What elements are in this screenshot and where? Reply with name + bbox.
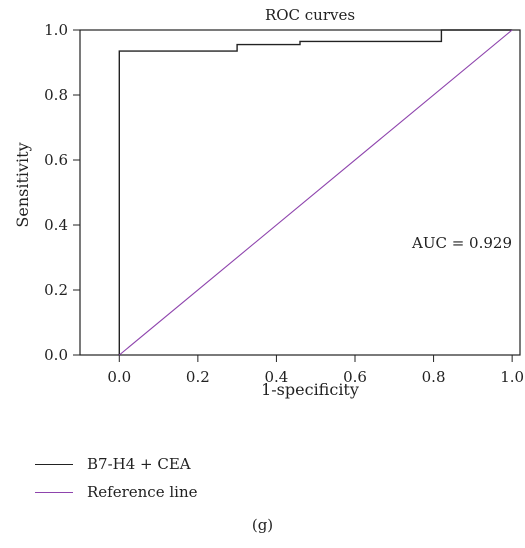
- legend-item-series-1: B7-H4 + CEA: [35, 450, 198, 478]
- y-tick-label: 1.0: [44, 21, 68, 39]
- x-tick-label: 0.8: [422, 368, 446, 386]
- legend-swatch-series-2: [35, 491, 73, 493]
- y-tick-label: 0.0: [44, 346, 68, 364]
- x-tick-label: 0.0: [107, 368, 131, 386]
- y-tick-label: 0.2: [44, 281, 68, 299]
- reference-line: [118, 29, 513, 356]
- y-tick-label: 0.4: [44, 216, 68, 234]
- roc-curve-line: [118, 29, 513, 355]
- auc-annotation: AUC = 0.929: [411, 234, 512, 252]
- y-axis-title: Sensitivity: [13, 142, 32, 227]
- x-tick-label: 1.0: [500, 368, 524, 386]
- legend-item-series-2: Reference line: [35, 478, 198, 506]
- y-tick-label: 0.6: [44, 151, 68, 169]
- y-tick-label: 0.8: [44, 86, 68, 104]
- plot-border: [79, 29, 521, 356]
- x-tick-label: 0.2: [186, 368, 210, 386]
- x-axis-title: 1-specificity: [261, 380, 359, 399]
- legend-label-series-2: Reference line: [87, 483, 198, 501]
- roc-chart: ROC curves 0.0 0.2 0.4 0.6 0.8 1.0 0.0 0.2 0.4 0…: [13, 6, 524, 399]
- legend-swatch-series-1: [35, 463, 73, 465]
- legend-label-series-1: B7-H4 + CEA: [87, 455, 191, 473]
- figure-caption: (g): [251, 516, 274, 534]
- x-tick-label: 0.6: [343, 368, 367, 386]
- chart-title: ROC curves: [265, 6, 355, 24]
- x-tick-label: 0.4: [264, 368, 288, 386]
- legend: B7-H4 + CEA Reference line: [35, 450, 198, 506]
